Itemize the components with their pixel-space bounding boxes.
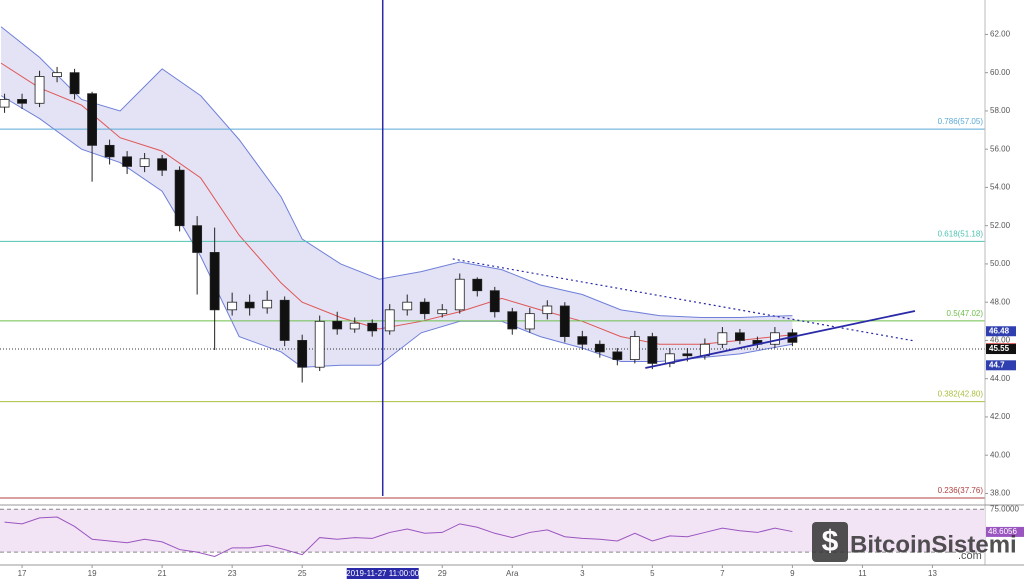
candle-body: [524, 313, 535, 330]
candle-body: [612, 351, 623, 360]
candle-body: [629, 336, 640, 360]
candle-body: [279, 299, 290, 341]
band-middle: [0, 62, 793, 345]
x-tick-label: 19: [88, 569, 97, 578]
x-tick-label: 11: [858, 569, 867, 578]
candle-body: [122, 156, 133, 167]
candle-body: [489, 290, 500, 313]
y-tick-label: 58.00: [990, 106, 1011, 115]
fib-label: 0.5(47.02): [947, 309, 984, 318]
candle-body: [139, 158, 150, 167]
candle-body: [314, 320, 325, 368]
candle-body: [244, 301, 255, 309]
y-tick-label: 56.00: [990, 144, 1011, 153]
candle-body: [192, 225, 203, 253]
candle-body: [437, 309, 448, 315]
crosshair-label: 2019-11-27 11:00:00: [346, 569, 420, 578]
candle-body: [34, 76, 45, 104]
crosshair-tag: [346, 568, 419, 579]
fib-label: 0.786(57.05): [938, 117, 984, 126]
candle-body: [367, 322, 378, 332]
band-upper: [0, 26, 793, 318]
watermark-suffix: .com: [958, 550, 982, 562]
y-tick-label: 44.00: [990, 374, 1011, 383]
candle-body: [647, 336, 658, 364]
x-tick-label: 21: [158, 569, 167, 578]
y-tick-label: 50.00: [990, 259, 1011, 268]
candle-body: [87, 93, 97, 146]
rsi-line: [4, 516, 793, 557]
candle-body: [717, 332, 728, 345]
y-tick-label: 60.00: [990, 68, 1011, 77]
y-tick-label: 62.00: [990, 30, 1011, 39]
watermark: $ BitcoinSistemi .com: [812, 522, 1017, 562]
candle-body: [734, 332, 745, 341]
price-tag: [986, 360, 1016, 371]
price-tag-label: 46.48: [989, 326, 1010, 335]
price-axis: [985, 0, 1024, 579]
y-tick-label: 52.00: [990, 221, 1011, 230]
y-tick-label: 40.00: [990, 450, 1011, 459]
candle-body: [349, 322, 360, 330]
candle-body: [542, 305, 553, 315]
fib-label: 0.618(51.18): [938, 229, 984, 238]
x-tick-label: 25: [298, 569, 307, 578]
candle-body: [419, 301, 430, 315]
y-tick-label: 54.00: [990, 183, 1011, 192]
x-tick-label: 17: [18, 569, 27, 578]
watermark-text: BitcoinSistemi: [850, 531, 1017, 558]
rsi-tag-label: 48.6056: [988, 527, 1017, 536]
x-tick-label: 3: [580, 569, 585, 578]
x-tick-label: Ara: [506, 569, 519, 578]
candle-body: [594, 343, 605, 353]
candle-body: [69, 72, 80, 95]
fib-label: 0.382(42.80): [938, 390, 984, 399]
fib-label: 0.236(37.76): [938, 486, 984, 495]
y-tick-label: 48.00: [990, 297, 1011, 306]
watermark-icon: $: [822, 525, 839, 558]
x-tick-label: 9: [790, 569, 795, 578]
candle-body: [0, 99, 10, 108]
candle-body: [17, 99, 27, 104]
x-tick-label: 7: [720, 569, 725, 578]
y-tick-label: 38.00: [990, 489, 1011, 498]
rsi-level-label: 75.0000: [990, 504, 1019, 513]
band-lower: [0, 95, 793, 368]
price-tag: [986, 326, 1016, 337]
x-tick-label: 29: [438, 569, 447, 578]
candle-body: [227, 301, 238, 311]
candle-body: [472, 278, 483, 292]
x-tick-label: 13: [928, 569, 937, 578]
candle-body: [104, 144, 115, 158]
candle-body: [157, 158, 168, 171]
candle-body: [577, 336, 588, 345]
candle-body: [384, 309, 395, 332]
trendline: [645, 310, 916, 369]
price-tag-label: 45.55: [989, 344, 1010, 353]
price-tag: [986, 344, 1016, 355]
candle-body: [770, 332, 780, 345]
candle-body: [559, 305, 570, 338]
candle-body: [454, 278, 465, 311]
candle-body: [402, 301, 413, 311]
candle-body: [262, 299, 273, 309]
rsi-tag: [986, 526, 1024, 537]
candle-body: [507, 311, 518, 330]
candle-body: [52, 72, 62, 77]
y-tick-label: 42.00: [990, 412, 1011, 421]
watermark-logo: [812, 522, 848, 562]
candle-body: [297, 340, 308, 368]
candle-body: [332, 320, 343, 330]
candle-body: [682, 353, 693, 357]
trendline: [452, 258, 916, 342]
band-fill: [1, 26, 793, 368]
price-tag-label: 44.7: [989, 360, 1005, 369]
candle-body: [209, 252, 220, 311]
x-tick-label: 5: [650, 569, 655, 578]
x-tick-label: 23: [228, 569, 237, 578]
candle-body: [174, 169, 185, 227]
y-tick-label: 46.00: [990, 336, 1011, 345]
